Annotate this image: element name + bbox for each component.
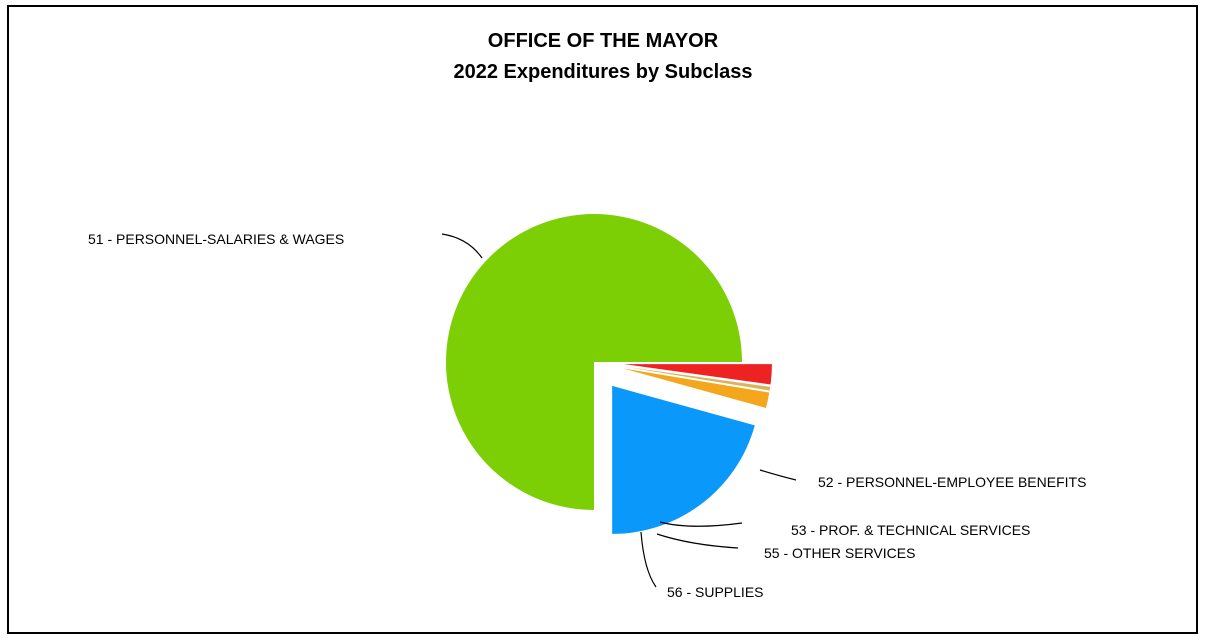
slice-label-prof-technical: 53 - PROF. & TECHNICAL SERVICES xyxy=(791,522,1030,538)
pie-slice-benefits xyxy=(612,385,755,534)
leader-line-supplies xyxy=(640,531,657,588)
pie-slice-salaries xyxy=(446,214,742,510)
slice-label-supplies: 56 - SUPPLIES xyxy=(667,584,764,600)
leader-line-salaries xyxy=(441,233,483,259)
pie-slice-prof-technical xyxy=(623,368,770,408)
leader-line-other-services xyxy=(656,533,739,549)
chart-title-block: OFFICE OF THE MAYOR 2022 Expenditures by… xyxy=(0,26,1206,88)
leader-line-prof-technical xyxy=(659,521,743,527)
pie-slice-supplies xyxy=(623,364,772,385)
leader-line-benefits xyxy=(759,469,797,481)
slice-label-other-services: 55 - OTHER SERVICES xyxy=(764,545,915,561)
slice-label-salaries: 51 - PERSONNEL-SALARIES & WAGES xyxy=(88,231,344,247)
chart-title: OFFICE OF THE MAYOR xyxy=(487,30,719,52)
slice-label-benefits: 52 - PERSONNEL-EMPLOYEE BENEFITS xyxy=(818,474,1086,490)
pie-slice-other-services xyxy=(623,366,771,391)
chart-subtitle: 2022 Expenditures by Subclass xyxy=(453,61,753,83)
